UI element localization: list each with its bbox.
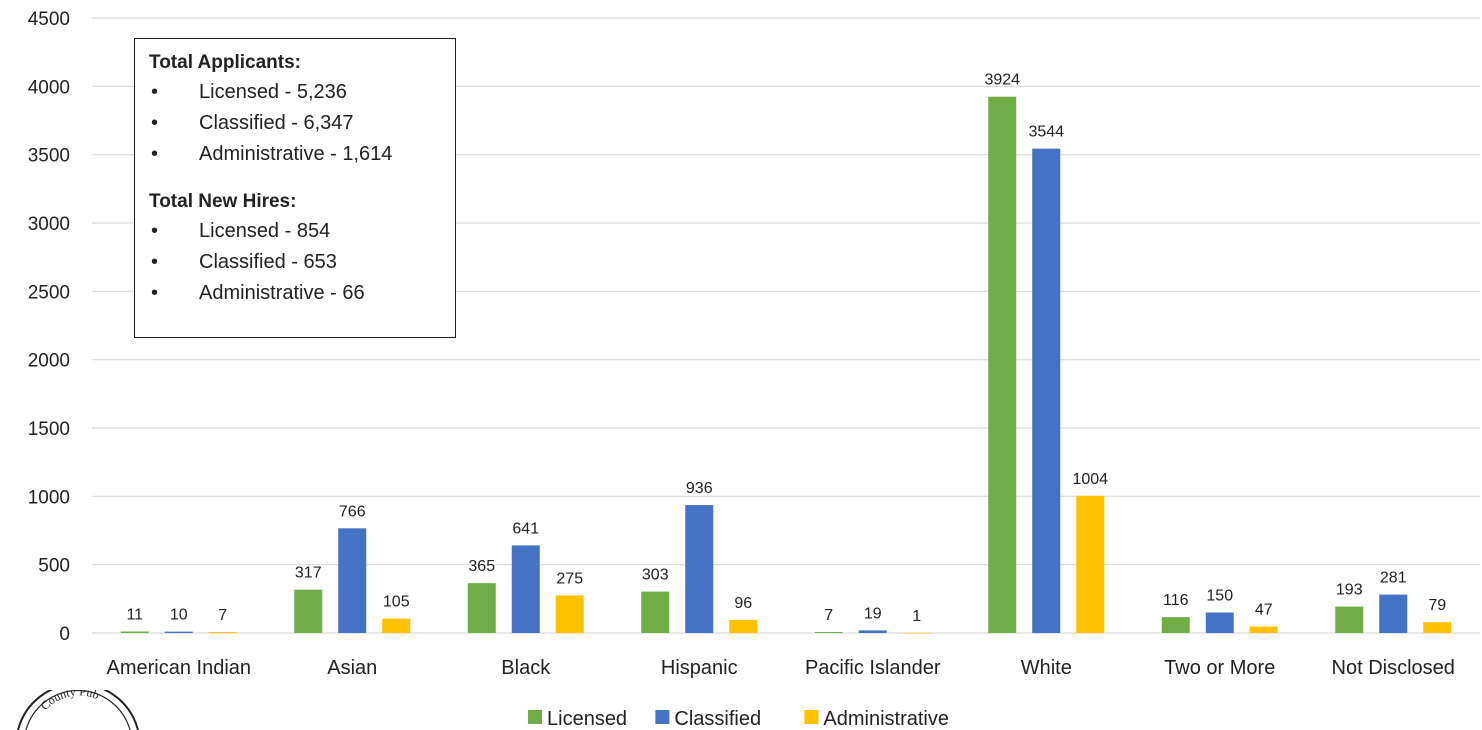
x-category-label: Black xyxy=(501,657,551,679)
bar-classified xyxy=(685,505,714,633)
bar-classified xyxy=(338,528,367,633)
applicants-licensed: Licensed - 5,236 xyxy=(149,77,441,108)
y-tick-label: 500 xyxy=(38,556,70,577)
totals-info-box: Total Applicants: Licensed - 5,236 Class… xyxy=(134,38,456,338)
bar-classified xyxy=(858,630,887,633)
bar-administrative xyxy=(382,618,411,633)
bar-licensed xyxy=(988,96,1017,634)
bar-classified xyxy=(1032,148,1061,634)
data-label: 96 xyxy=(734,595,752,612)
bar-administrative xyxy=(208,632,237,633)
legend-swatch-licensed xyxy=(528,710,542,724)
data-label: 47 xyxy=(1255,602,1273,619)
data-label: 19 xyxy=(864,605,882,622)
applicants-classified: Classified - 6,347 xyxy=(149,108,441,139)
bar-administrative xyxy=(1076,495,1105,633)
y-tick-label: 1000 xyxy=(28,487,70,508)
applicants-administrative: Administrative - 1,614 xyxy=(149,139,441,170)
data-label: 365 xyxy=(468,558,495,575)
data-label: 281 xyxy=(1380,570,1407,587)
data-label: 150 xyxy=(1206,588,1233,605)
bar-administrative xyxy=(729,619,758,633)
legend-label-classified: Classified xyxy=(674,708,761,730)
bar-licensed xyxy=(294,589,323,633)
data-label: 193 xyxy=(1336,582,1363,599)
bar-classified xyxy=(511,545,540,633)
y-tick-label: 4500 xyxy=(28,9,70,30)
legend-swatch-classified xyxy=(655,710,670,724)
applicants-title: Total Applicants: xyxy=(149,52,301,73)
bar-licensed xyxy=(641,591,670,633)
data-label: 1004 xyxy=(1072,471,1108,488)
data-label: 936 xyxy=(686,480,713,497)
bar-administrative xyxy=(1249,626,1278,633)
hires-list: Licensed - 854 Classified - 653 Administ… xyxy=(149,216,441,309)
data-label: 303 xyxy=(642,567,669,584)
hires-classified: Classified - 653 xyxy=(149,247,441,278)
data-label: 79 xyxy=(1428,597,1446,614)
x-category-label: Asian xyxy=(327,657,377,679)
hires-title: Total New Hires: xyxy=(149,191,297,212)
data-label: 7 xyxy=(218,607,227,624)
bar-licensed xyxy=(120,631,149,633)
data-label: 1 xyxy=(912,608,921,625)
y-tick-label: 4000 xyxy=(28,77,70,98)
y-tick-label: 1500 xyxy=(28,419,70,440)
legend-label-administrative: Administrative xyxy=(823,708,949,730)
y-tick-label: 2500 xyxy=(28,282,70,303)
data-label: 275 xyxy=(556,570,583,587)
data-label: 766 xyxy=(339,503,366,520)
data-label: 105 xyxy=(383,594,410,611)
data-label: 7 xyxy=(824,607,833,624)
y-tick-label: 3000 xyxy=(28,214,70,235)
county-seal-logo: County Pub xyxy=(17,690,139,730)
y-tick-label: 0 xyxy=(59,624,70,645)
x-category-label: Not Disclosed xyxy=(1332,657,1455,679)
bar-licensed xyxy=(467,583,496,633)
svg-text:County Pub: County Pub xyxy=(38,690,102,713)
hires-administrative: Administrative - 66 xyxy=(149,278,441,309)
x-category-label: Hispanic xyxy=(661,657,738,679)
bar-classified xyxy=(164,631,193,633)
data-label: 3924 xyxy=(984,72,1020,89)
x-category-label: American Indian xyxy=(106,657,251,679)
y-tick-label: 3500 xyxy=(28,146,70,167)
data-label: 11 xyxy=(126,606,143,623)
hires-licensed: Licensed - 854 xyxy=(149,216,441,247)
data-label: 116 xyxy=(1163,592,1189,609)
applicants-list: Licensed - 5,236 Classified - 6,347 Admi… xyxy=(149,77,441,170)
bar-administrative xyxy=(555,595,584,633)
x-category-label: Pacific Islander xyxy=(805,657,941,679)
bar-licensed xyxy=(1161,617,1190,633)
data-label: 317 xyxy=(295,565,322,582)
legend-label-licensed: Licensed xyxy=(547,708,627,730)
y-tick-label: 2000 xyxy=(28,351,70,372)
legend-swatch-administrative xyxy=(804,710,819,724)
seal-text: County Pub xyxy=(38,690,102,713)
bar-licensed xyxy=(814,632,843,633)
bar-classified xyxy=(1379,594,1408,633)
bar-administrative xyxy=(1423,622,1452,633)
bar-administrative xyxy=(902,632,931,634)
x-category-label: Two or More xyxy=(1164,657,1275,679)
x-category-label: White xyxy=(1021,657,1072,679)
data-label: 641 xyxy=(512,520,539,537)
data-label: 10 xyxy=(170,607,188,624)
bar-licensed xyxy=(1335,606,1364,633)
data-label: 3544 xyxy=(1028,124,1064,141)
bar-classified xyxy=(1205,612,1234,633)
